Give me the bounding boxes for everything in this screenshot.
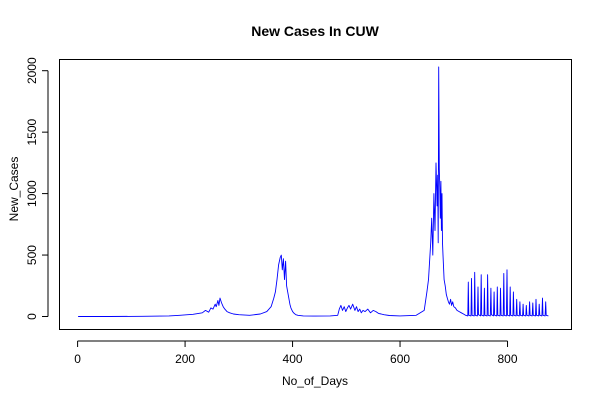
y-tick-label: 2000	[25, 57, 39, 84]
x-tick-label: 800	[498, 352, 518, 366]
chart-title: New Cases In CUW	[251, 23, 379, 39]
x-tick-label: 0	[74, 352, 81, 366]
x-axis-label: No_of_Days	[282, 374, 348, 388]
x-tick-label: 200	[175, 352, 195, 366]
plot-area	[78, 66, 549, 317]
y-tick-label: 500	[25, 245, 39, 265]
series-line	[78, 66, 549, 317]
x-tick-label: 600	[390, 352, 410, 366]
y-tick-label: 1500	[25, 118, 39, 145]
plot-frame	[59, 59, 572, 330]
y-tick-label: 1000	[25, 180, 39, 207]
y-axis-label: New_Cases	[7, 157, 21, 222]
x-tick-label: 400	[283, 352, 303, 366]
y-tick-label: 0	[25, 313, 39, 320]
x-axis: 0 200 400 600 800	[74, 340, 518, 366]
y-axis: 0 500 1000 1500 2000	[25, 57, 49, 320]
